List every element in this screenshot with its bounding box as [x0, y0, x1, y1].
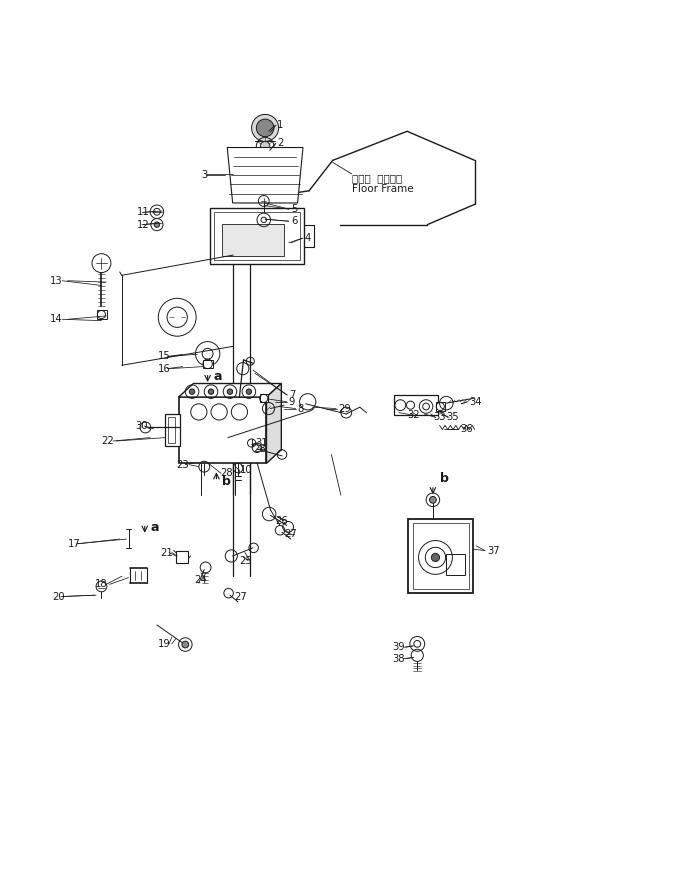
- Text: 16: 16: [158, 363, 171, 374]
- Text: 20: 20: [52, 592, 65, 602]
- Bar: [394, 395, 437, 415]
- Text: 12: 12: [136, 220, 149, 229]
- Text: 6: 6: [291, 216, 297, 226]
- Circle shape: [227, 389, 233, 394]
- Circle shape: [422, 403, 429, 410]
- Text: 14: 14: [50, 314, 62, 325]
- Polygon shape: [227, 147, 303, 203]
- Bar: [168, 417, 175, 443]
- Circle shape: [257, 119, 274, 137]
- Text: 21: 21: [160, 548, 173, 557]
- Text: 15: 15: [158, 351, 171, 362]
- Text: 29: 29: [338, 404, 351, 414]
- Text: 27: 27: [284, 529, 297, 539]
- Bar: [214, 213, 300, 260]
- Text: 11: 11: [136, 207, 149, 218]
- Text: 34: 34: [469, 397, 482, 407]
- Circle shape: [96, 581, 107, 592]
- Circle shape: [261, 217, 266, 222]
- Bar: [222, 224, 284, 256]
- Text: 35: 35: [446, 412, 459, 422]
- Circle shape: [182, 641, 189, 648]
- Polygon shape: [179, 384, 281, 397]
- Bar: [203, 360, 213, 368]
- Circle shape: [92, 254, 111, 273]
- Polygon shape: [266, 384, 281, 463]
- Circle shape: [154, 222, 160, 228]
- Text: b: b: [439, 472, 449, 485]
- Text: 36: 36: [460, 424, 473, 434]
- Circle shape: [246, 389, 252, 394]
- Text: 1: 1: [277, 120, 284, 131]
- Text: 7: 7: [289, 390, 295, 400]
- Text: 10: 10: [240, 465, 252, 475]
- Circle shape: [208, 389, 214, 394]
- Text: 31: 31: [255, 438, 268, 448]
- Text: 9: 9: [289, 397, 295, 407]
- Text: 28: 28: [253, 445, 265, 454]
- Text: a: a: [150, 521, 159, 534]
- Text: 37: 37: [487, 546, 500, 556]
- Bar: [179, 397, 266, 463]
- Circle shape: [252, 115, 278, 141]
- Text: 27: 27: [235, 592, 247, 602]
- Bar: [176, 550, 188, 563]
- Text: 4: 4: [304, 233, 310, 243]
- Text: 13: 13: [50, 276, 62, 286]
- Text: 5: 5: [291, 204, 297, 214]
- Bar: [165, 414, 180, 446]
- Text: 38: 38: [392, 654, 405, 664]
- Text: 23: 23: [176, 460, 189, 470]
- Text: 22: 22: [101, 436, 114, 446]
- Text: 30: 30: [135, 421, 148, 431]
- Text: 26: 26: [275, 516, 288, 526]
- Circle shape: [414, 640, 421, 647]
- Bar: [409, 519, 473, 594]
- Text: 2: 2: [277, 138, 284, 148]
- Text: 19: 19: [158, 639, 171, 649]
- Bar: [259, 394, 268, 402]
- Text: 18: 18: [94, 579, 107, 589]
- Text: 25: 25: [240, 556, 252, 565]
- Bar: [413, 523, 469, 589]
- Text: 32: 32: [407, 410, 420, 421]
- Text: a: a: [213, 370, 221, 384]
- Text: 3: 3: [201, 170, 207, 180]
- Circle shape: [260, 141, 270, 151]
- Circle shape: [430, 497, 437, 504]
- Text: 8: 8: [297, 404, 304, 414]
- Text: b: b: [222, 475, 231, 488]
- Bar: [445, 554, 464, 574]
- Text: フロア  フレーム: フロア フレーム: [352, 174, 402, 183]
- Text: 28: 28: [220, 468, 232, 478]
- Text: 33: 33: [433, 412, 445, 422]
- Text: 17: 17: [68, 539, 80, 549]
- Circle shape: [431, 553, 439, 562]
- Bar: [96, 310, 107, 318]
- Circle shape: [189, 389, 195, 394]
- Text: 39: 39: [392, 642, 405, 653]
- Text: 24: 24: [194, 575, 206, 585]
- Bar: [435, 402, 445, 410]
- Text: Floor Frame: Floor Frame: [352, 184, 414, 194]
- Bar: [210, 208, 304, 264]
